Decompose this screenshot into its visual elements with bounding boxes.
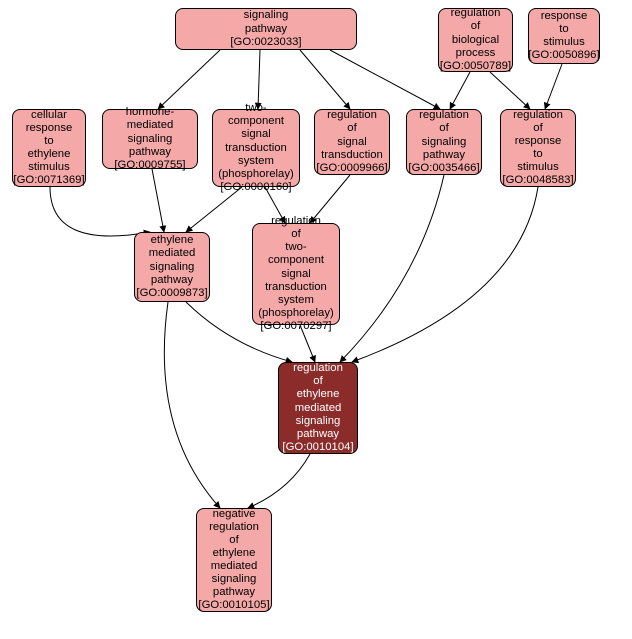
node-label-line: pathway	[423, 149, 465, 162]
node-label-line: [GO:0035466]	[408, 162, 479, 175]
edge	[152, 169, 164, 232]
node-label-line: [GO:0071369]	[13, 174, 84, 187]
node-label-line: two-component	[219, 102, 293, 128]
node-label-line: transduction	[225, 142, 287, 155]
node-label-line: (phosphorelay)	[258, 307, 334, 320]
node-label-line: [GO:0010105]	[198, 599, 269, 612]
node-label-line: (phosphorelay)	[218, 168, 294, 181]
node-label-line: regulation	[209, 521, 259, 534]
node-label-line: response	[541, 10, 588, 23]
node-label-line: of	[533, 122, 542, 135]
node-label-line: [GO:0010104]	[282, 441, 353, 454]
node-label-line: system	[238, 155, 274, 168]
node-reg_two_component[interactable]: regulationoftwo-componentsignaltransduct…	[252, 223, 340, 325]
node-label-line: signaling	[296, 415, 341, 428]
node-label-line: to	[533, 148, 542, 161]
node-label-line: ethylene	[297, 388, 340, 401]
node-label-line: ethylene	[151, 234, 194, 247]
node-label-line: mediated	[149, 247, 196, 260]
node-label-line: response	[515, 135, 562, 148]
node-label-line: signaling	[244, 9, 289, 22]
node-label-line: process	[456, 47, 496, 60]
node-label-line: [GO:0048583]	[502, 174, 573, 187]
node-label-line: signal	[281, 268, 311, 281]
node-label-line: of	[347, 122, 356, 135]
node-label-line: response	[26, 122, 73, 135]
node-label-line: two-component	[259, 241, 333, 267]
node-cellular_response_ethylene[interactable]: cellularresponsetoethylenestimulus[GO:00…	[12, 109, 86, 187]
node-label-line: to	[559, 23, 568, 36]
node-response_to_stimulus[interactable]: responsetostimulus[GO:0050896]	[528, 8, 600, 64]
node-label-line: of	[229, 534, 238, 547]
node-label-line: pathway	[297, 428, 339, 441]
node-reg_biological_process[interactable]: regulationofbiologicalprocess[GO:0050789…	[438, 8, 513, 72]
node-label-line: of	[439, 122, 448, 135]
node-label-line: negative	[213, 508, 256, 521]
edge	[545, 64, 562, 109]
node-label-line: pathway	[245, 23, 287, 36]
edge	[258, 50, 260, 109]
edge	[158, 50, 220, 109]
node-neg_reg_ethylene[interactable]: negativeregulationofethylenemediatedsign…	[196, 508, 272, 612]
node-signaling_pathway[interactable]: signalingpathway[GO:0023033]	[175, 8, 357, 50]
node-label-line: pathway	[129, 146, 171, 159]
node-label-line: hormone-mediated	[109, 106, 191, 132]
node-label-line: [GO:0009755]	[114, 159, 185, 172]
node-hormone_mediated[interactable]: hormone-mediatedsignalingpathway[GO:0009…	[102, 109, 198, 169]
node-label-line: stimulus	[517, 161, 559, 174]
node-label-line: cellular	[31, 109, 67, 122]
node-reg_response_stimulus[interactable]: regulationofresponsetostimulus[GO:004858…	[500, 109, 576, 187]
edge	[248, 454, 310, 508]
node-label-line: ethylene	[213, 547, 256, 560]
node-ethylene_mediated[interactable]: ethylenemediatedsignalingpathway[GO:0009…	[134, 232, 210, 302]
node-reg_signaling_pathway[interactable]: regulationofsignalingpathway[GO:0035466]	[406, 109, 482, 175]
node-label-line: regulation	[327, 109, 377, 122]
node-label-line: of	[471, 20, 480, 33]
node-reg_ethylene_mediated[interactable]: regulationofethylenemediatedsignalingpat…	[278, 362, 358, 454]
node-label-line: signaling	[150, 261, 195, 274]
node-two_component[interactable]: two-componentsignaltransductionsystem(ph…	[212, 109, 300, 187]
node-label-line: signal	[337, 136, 367, 149]
node-label-line: signal	[241, 128, 271, 141]
node-label-line: pathway	[151, 274, 193, 287]
node-label-line: mediated	[295, 402, 342, 415]
node-label-line: of	[313, 375, 322, 388]
node-label-line: [GO:0070297]	[260, 320, 331, 333]
node-label-line: ethylene	[28, 148, 71, 161]
node-label-line: [GO:0009873]	[136, 287, 207, 300]
node-label-line: signaling	[128, 133, 173, 146]
node-label-line: [GO:0050896]	[528, 49, 599, 62]
node-label-line: transduction	[265, 281, 327, 294]
node-label-line: regulation	[419, 109, 469, 122]
node-label-line: stimulus	[543, 36, 585, 49]
node-label-line: biological	[452, 34, 499, 47]
edge	[186, 187, 242, 232]
node-label-line: of	[291, 228, 300, 241]
node-label-line: signaling	[212, 573, 257, 586]
node-label-line: [GO:0023033]	[230, 36, 301, 49]
edge	[490, 72, 530, 109]
node-label-line: pathway	[213, 586, 255, 599]
edge	[50, 187, 150, 236]
node-label-line: signaling	[422, 136, 467, 149]
edge	[300, 50, 350, 109]
node-label-line: regulation	[271, 215, 321, 228]
node-label-line: transduction	[321, 149, 383, 162]
node-label-line: stimulus	[28, 161, 70, 174]
node-label-line: [GO:0000160]	[220, 181, 291, 194]
node-label-line: [GO:0009966]	[316, 162, 387, 175]
node-label-line: [GO:0050789]	[440, 60, 511, 73]
edge	[164, 302, 220, 508]
node-label-line: mediated	[211, 560, 258, 573]
node-label-line: regulation	[451, 7, 501, 20]
edge	[352, 187, 538, 362]
node-label-line: system	[278, 294, 314, 307]
edge	[330, 50, 440, 109]
node-label-line: regulation	[513, 109, 563, 122]
edge	[450, 72, 470, 109]
node-reg_signal_transduction[interactable]: regulationofsignaltransduction[GO:000996…	[314, 109, 390, 175]
node-label-line: regulation	[293, 362, 343, 375]
edge	[340, 175, 444, 362]
node-label-line: to	[44, 135, 53, 148]
